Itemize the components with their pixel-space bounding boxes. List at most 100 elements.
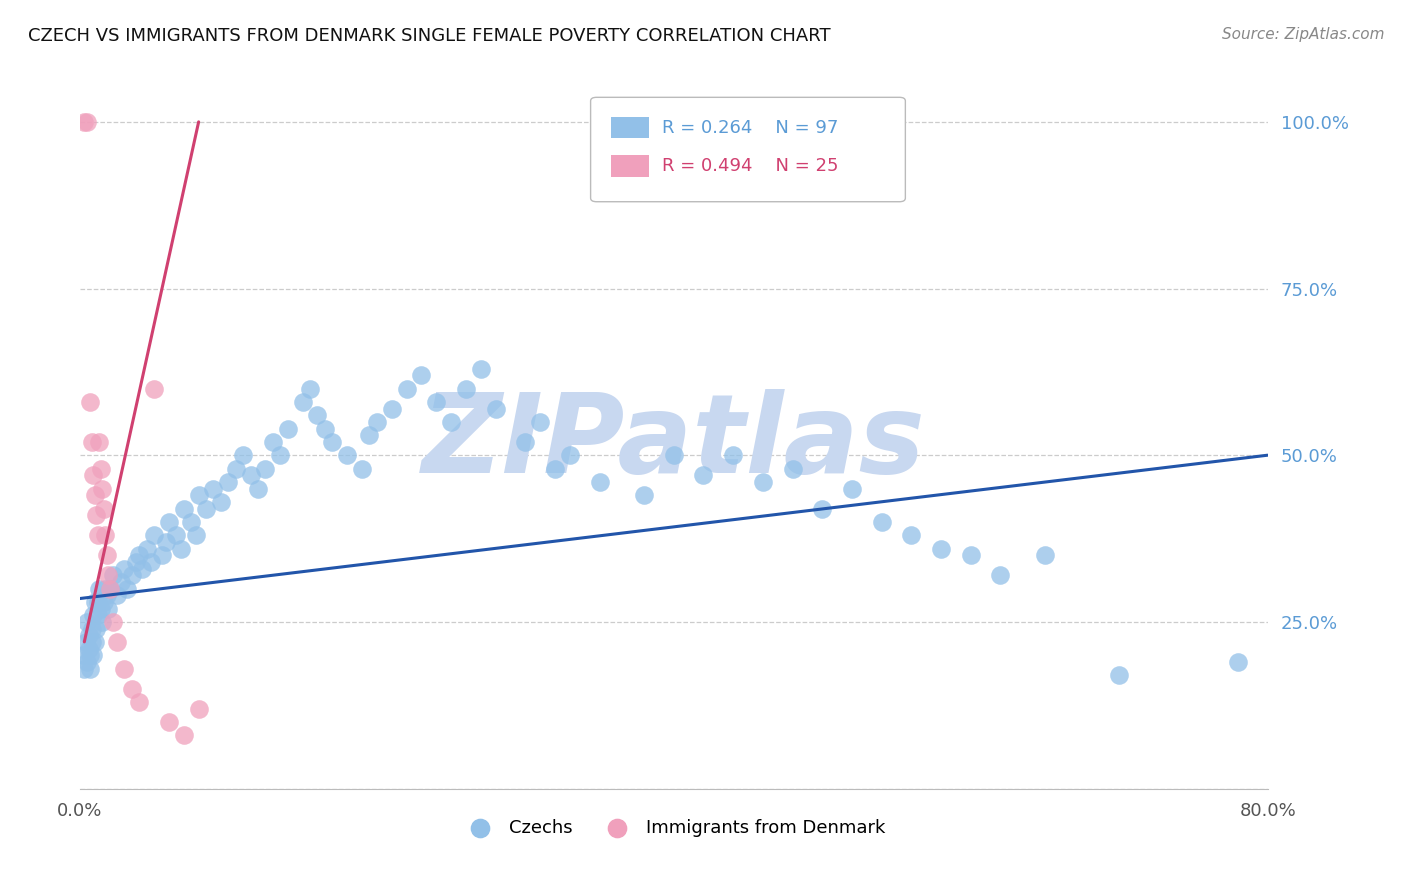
Point <box>187 488 209 502</box>
Point <box>262 434 284 449</box>
Point <box>269 448 291 462</box>
Point <box>1108 668 1130 682</box>
Point <box>298 382 321 396</box>
Point <box>209 495 232 509</box>
Point <box>139 555 162 569</box>
Point <box>93 501 115 516</box>
Point <box>83 595 105 609</box>
Text: ZIPatlas: ZIPatlas <box>422 390 925 497</box>
Point <box>86 528 108 542</box>
Point <box>165 528 187 542</box>
Point <box>101 568 124 582</box>
Point <box>82 468 104 483</box>
Point <box>86 608 108 623</box>
Point <box>157 714 180 729</box>
Point <box>94 582 117 596</box>
Point <box>515 434 537 449</box>
Point <box>89 434 111 449</box>
Point <box>187 701 209 715</box>
Point <box>929 541 952 556</box>
Point <box>870 515 893 529</box>
Point <box>1033 548 1056 562</box>
Point <box>662 448 685 462</box>
Point <box>96 588 118 602</box>
Point <box>128 548 150 562</box>
Point <box>93 595 115 609</box>
Point <box>80 622 103 636</box>
Point <box>112 661 135 675</box>
Point <box>105 588 128 602</box>
Point <box>782 461 804 475</box>
Point <box>558 448 581 462</box>
Point <box>225 461 247 475</box>
Point <box>588 475 610 489</box>
Point <box>105 635 128 649</box>
Point <box>529 415 551 429</box>
Point <box>425 395 447 409</box>
Point <box>91 615 114 629</box>
Text: CZECH VS IMMIGRANTS FROM DENMARK SINGLE FEMALE POVERTY CORRELATION CHART: CZECH VS IMMIGRANTS FROM DENMARK SINGLE … <box>28 27 831 45</box>
Point <box>121 568 143 582</box>
Point <box>79 648 101 663</box>
Point <box>359 428 381 442</box>
Point <box>692 468 714 483</box>
Point <box>72 648 94 663</box>
Point <box>411 368 433 383</box>
Point <box>96 548 118 562</box>
Point <box>157 515 180 529</box>
Point <box>841 482 863 496</box>
Point <box>1226 655 1249 669</box>
Point <box>121 681 143 696</box>
Point <box>440 415 463 429</box>
Point <box>314 421 336 435</box>
Point <box>173 728 195 742</box>
Point <box>232 448 254 462</box>
Point <box>80 635 103 649</box>
FancyBboxPatch shape <box>610 155 648 177</box>
Point <box>990 568 1012 582</box>
Point <box>143 528 166 542</box>
Point <box>82 608 104 623</box>
Point <box>307 408 329 422</box>
Point <box>84 622 107 636</box>
Point <box>173 501 195 516</box>
Point <box>470 361 492 376</box>
Point <box>83 635 105 649</box>
Point <box>217 475 239 489</box>
Point <box>180 515 202 529</box>
Point <box>110 574 132 589</box>
Point <box>959 548 981 562</box>
Point <box>84 508 107 523</box>
Point <box>170 541 193 556</box>
Point <box>336 448 359 462</box>
Point <box>73 661 96 675</box>
Point <box>454 382 477 396</box>
Point <box>544 461 567 475</box>
Point <box>366 415 388 429</box>
Point <box>484 401 506 416</box>
Point <box>900 528 922 542</box>
Point <box>75 635 97 649</box>
Point <box>195 501 218 516</box>
Point <box>184 528 207 542</box>
Point <box>97 601 120 615</box>
Point <box>76 655 98 669</box>
Point <box>350 461 373 475</box>
Legend: Czechs, Immigrants from Denmark: Czechs, Immigrants from Denmark <box>454 812 893 845</box>
FancyBboxPatch shape <box>610 117 648 138</box>
Point <box>752 475 775 489</box>
Point <box>633 488 655 502</box>
Point <box>135 541 157 556</box>
Point <box>254 461 277 475</box>
Point <box>98 582 121 596</box>
FancyBboxPatch shape <box>591 97 905 202</box>
Point <box>395 382 418 396</box>
Point <box>128 695 150 709</box>
Point <box>291 395 314 409</box>
Point <box>98 582 121 596</box>
Point <box>79 395 101 409</box>
Point <box>277 421 299 435</box>
Point <box>82 648 104 663</box>
Point <box>811 501 834 516</box>
Point <box>125 555 148 569</box>
